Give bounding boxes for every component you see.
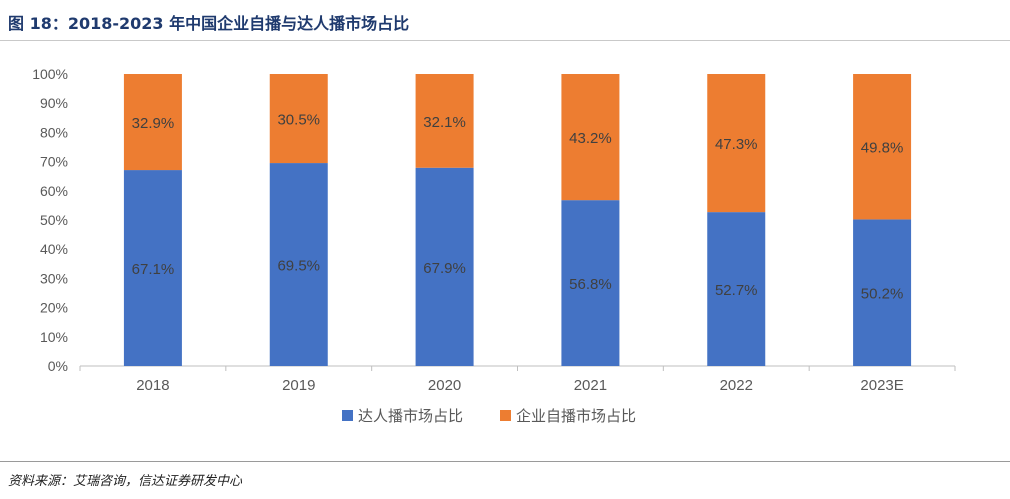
bar-segment-talent xyxy=(415,167,474,366)
x-tick-label: 2022 xyxy=(720,377,753,394)
bar-segment-enterprise xyxy=(707,74,766,213)
data-label: 69.5% xyxy=(277,258,320,275)
legend-swatch-enterprise xyxy=(500,410,511,421)
bar-segment-enterprise xyxy=(269,74,328,164)
y-tick-label: 70% xyxy=(40,154,68,170)
figure-title: 图 18：2018-2023 年中国企业自播与达人播市场占比 xyxy=(8,14,410,33)
data-label: 67.9% xyxy=(423,260,466,277)
bar-segment-talent xyxy=(707,212,766,366)
bar-segment-enterprise xyxy=(853,74,912,220)
legend-label-enterprise: 企业自播市场占比 xyxy=(516,407,636,425)
title-divider xyxy=(0,40,1010,41)
y-tick-label: 100% xyxy=(32,66,68,82)
x-tick-label: 2018 xyxy=(136,377,169,394)
data-label: 67.1% xyxy=(132,261,175,278)
bar-segment-enterprise xyxy=(561,74,620,201)
legend-label-talent: 达人播市场占比 xyxy=(358,408,463,425)
source-note: 资料来源：艾瑞咨询，信达证券研发中心 xyxy=(8,474,243,489)
bar-segment-talent xyxy=(123,170,182,366)
source-divider xyxy=(0,461,1010,462)
data-label: 56.8% xyxy=(569,276,612,293)
y-tick-label: 60% xyxy=(40,183,68,199)
y-tick-label: 40% xyxy=(40,241,68,257)
legend-swatch-talent xyxy=(342,410,353,421)
bar-segment-talent xyxy=(561,200,620,366)
data-label: 32.9% xyxy=(132,115,175,132)
bar-segment-talent xyxy=(269,163,328,366)
y-tick-label: 30% xyxy=(40,270,68,286)
data-label: 32.1% xyxy=(423,114,466,131)
y-tick-label: 80% xyxy=(40,124,68,140)
bar-segment-talent xyxy=(853,219,912,366)
y-tick-label: 10% xyxy=(40,329,68,345)
data-label: 30.5% xyxy=(277,112,320,129)
data-label: 49.8% xyxy=(861,140,904,157)
data-label: 47.3% xyxy=(715,136,758,153)
bar-segment-enterprise xyxy=(415,74,474,168)
data-label: 43.2% xyxy=(569,130,612,147)
x-tick-label: 2021 xyxy=(574,377,607,394)
bar-segment-enterprise xyxy=(123,74,182,171)
x-tick-label: 2020 xyxy=(428,377,461,394)
data-label: 50.2% xyxy=(861,286,904,303)
y-tick-label: 20% xyxy=(40,300,68,316)
x-tick-label: 2019 xyxy=(282,377,315,394)
y-tick-label: 90% xyxy=(40,95,68,111)
y-tick-label: 50% xyxy=(40,212,68,228)
x-tick-label: 2023E xyxy=(860,377,903,394)
y-tick-label: 0% xyxy=(48,358,68,374)
data-label: 52.7% xyxy=(715,282,758,299)
